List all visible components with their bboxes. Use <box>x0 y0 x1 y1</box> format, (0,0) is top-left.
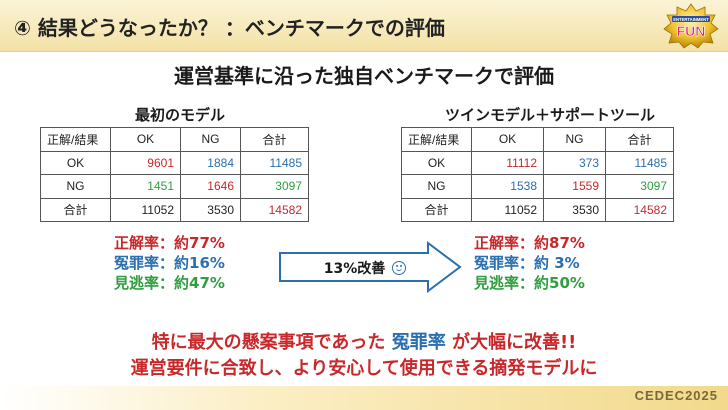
table-cell: 373 <box>543 150 606 175</box>
miss-rate: 見逃率：約47% <box>114 274 225 292</box>
slide-title: ④ 結果どうなったか？ ：ベンチマークでの評価 <box>14 16 445 40</box>
col-header-total: 合計 <box>240 127 309 152</box>
col-header-ok: OK <box>110 127 181 152</box>
footer-band <box>0 386 728 410</box>
slide-subtitle: 運営基準に沿った独自ベンチマークで評価 <box>174 64 554 88</box>
col-header-ng: NG <box>180 127 241 152</box>
table-cell: 9601 <box>110 150 181 175</box>
table-row: OK 9601 1884 11485 <box>40 150 309 175</box>
table-cell: 1884 <box>180 150 241 175</box>
row-label: 合計 <box>401 197 472 222</box>
table-cell: 11485 <box>605 150 674 175</box>
table-cell: 1646 <box>180 174 241 199</box>
right-confusion-table: 正解/結果 OK NG 合計 OK 11112 373 11485 NG 153… <box>401 127 674 222</box>
logo-top-text: ENTERTAINMENT <box>673 17 709 22</box>
table-cell: 3097 <box>240 174 309 199</box>
accuracy-rate: 正解率：約77% <box>114 234 225 252</box>
table-row: NG 1538 1559 3097 <box>401 174 674 199</box>
col-header-total: 合計 <box>605 127 674 152</box>
summary-highlight: 冤罪率 <box>391 332 446 353</box>
table-cell: 1559 <box>543 174 606 199</box>
table-row: OK 11112 373 11485 <box>401 150 674 175</box>
logo-main-text: FUN <box>677 23 706 39</box>
miss-rate: 見逃率：約50% <box>474 274 585 292</box>
accuracy-rate: 正解率：約87% <box>474 234 585 252</box>
left-table-title: 最初のモデル <box>134 106 225 124</box>
improvement-text: 13%改善 <box>323 261 386 277</box>
left-metrics: 正解率：約77% 冤罪率：約16% 見逃率：約47% <box>114 233 225 293</box>
col-header-ng: NG <box>543 127 606 152</box>
table-corner: 正解/結果 <box>401 127 472 152</box>
row-label: NG <box>40 174 111 199</box>
table-row: NG 1451 1646 3097 <box>40 174 309 199</box>
table-header-row: 正解/結果 OK NG 合計 <box>401 127 674 152</box>
summary-line-1: 特に最大の懸案事項であった 冤罪率 が大幅に改善!! <box>0 328 728 354</box>
table-cell: 11485 <box>240 150 309 175</box>
summary-pre: 特に最大の懸案事項であった <box>151 332 392 353</box>
summary-line-2: 運営要件に合致し、より安心して使用できる摘発モデルに <box>130 358 598 379</box>
table-corner: 正解/結果 <box>40 127 111 152</box>
false-positive-rate: 冤罪率：約 3% <box>474 254 580 272</box>
table-cell: 1451 <box>110 174 181 199</box>
table-cell: 3530 <box>543 197 606 222</box>
cedec-logo: CEDEC2025 <box>634 388 718 403</box>
row-label: NG <box>401 174 472 199</box>
table-cell: 14582 <box>605 197 674 222</box>
table-cell: 3530 <box>180 197 241 222</box>
gold-fun-badge-icon: ENTERTAINMENT FUN <box>663 3 719 49</box>
table-cell: 11052 <box>110 197 181 222</box>
table-cell: 3097 <box>605 174 674 199</box>
table-cell: 14582 <box>240 197 309 222</box>
improvement-label: 13%改善 <box>300 258 430 278</box>
table-cell: 11052 <box>471 197 544 222</box>
row-label: OK <box>40 150 111 175</box>
right-table-title: ツインモデル＋サポートツール <box>444 106 655 124</box>
right-metrics: 正解率：約87% 冤罪率：約 3% 見逃率：約50% <box>474 233 585 293</box>
col-header-ok: OK <box>471 127 544 152</box>
row-label: 合計 <box>40 197 111 222</box>
table-cell: 1538 <box>471 174 544 199</box>
table-header-row: 正解/結果 OK NG 合計 <box>40 127 309 152</box>
smiley-icon <box>392 261 407 275</box>
improvement-arrow-icon <box>279 241 462 293</box>
table-cell: 11112 <box>471 150 544 175</box>
summary-post: が大幅に改善!! <box>445 332 577 353</box>
left-confusion-table: 正解/結果 OK NG 合計 OK 9601 1884 11485 NG 145… <box>40 127 309 222</box>
header-band <box>0 0 728 52</box>
table-row: 合計 11052 3530 14582 <box>401 197 674 222</box>
table-row: 合計 11052 3530 14582 <box>40 197 309 222</box>
row-label: OK <box>401 150 472 175</box>
false-positive-rate: 冤罪率：約16% <box>114 254 225 272</box>
